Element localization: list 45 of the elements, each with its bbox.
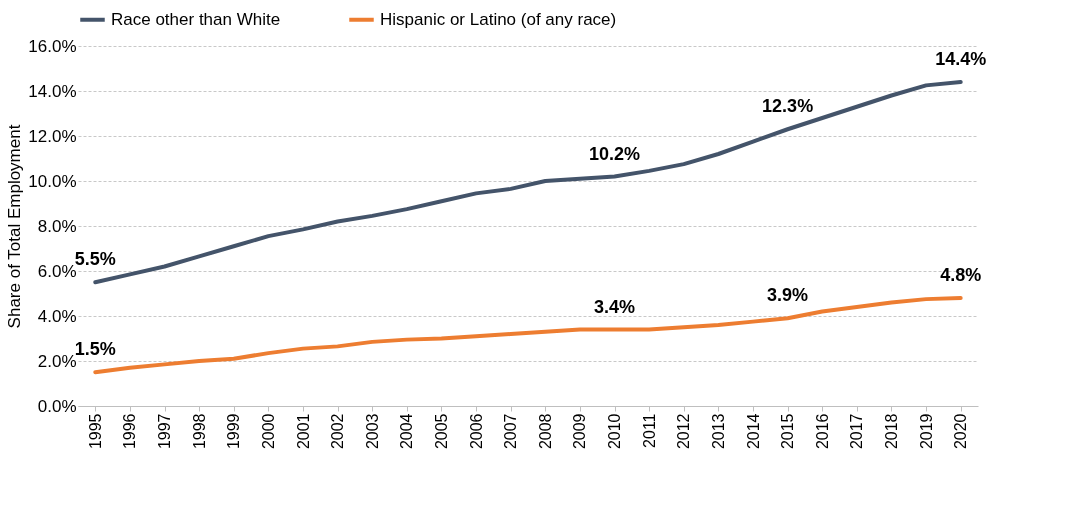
x-tick-label: 2007	[502, 413, 520, 450]
x-tick-label: 1999	[225, 413, 243, 450]
data-label: 3.4%	[594, 296, 636, 317]
data-label: 3.9%	[767, 285, 809, 306]
y-tick-label: 0.0%	[37, 396, 77, 416]
x-tick-label: 2011	[640, 413, 658, 448]
x-tick-label: 2010	[606, 413, 624, 450]
x-tick-label: 2008	[536, 413, 554, 450]
data-label: 1.5%	[74, 339, 116, 360]
x-tick-label: 1996	[121, 413, 139, 450]
x-tick-label: 2017	[848, 413, 866, 450]
x-tick-label: 1995	[86, 413, 104, 450]
x-tick-label: 1998	[190, 413, 208, 450]
x-tick-label: 2009	[571, 413, 589, 450]
data-label: 12.3%	[762, 96, 814, 117]
x-tick-label: 2014	[744, 413, 762, 450]
y-tick-label: 14.0%	[28, 81, 77, 101]
x-tick-label: 2019	[917, 413, 935, 450]
x-tick-label: 1997	[156, 413, 174, 450]
data-label: 14.4%	[935, 49, 987, 69]
x-tick-label: 2003	[363, 413, 381, 450]
x-tick-label: 2005	[432, 413, 450, 450]
data-label: 10.2%	[589, 143, 641, 164]
y-tick-label: 2.0%	[37, 351, 77, 371]
x-tick-label: 2020	[952, 413, 970, 450]
y-tick-label: 16.0%	[28, 36, 77, 56]
x-tick-label: 2016	[813, 413, 831, 450]
y-axis-title: Share of Total Employment	[5, 124, 25, 329]
x-tick-label: 2015	[779, 413, 797, 450]
x-tick-label: 2012	[675, 413, 693, 450]
x-tick-label: 2001	[294, 413, 312, 450]
x-tick-label: 2000	[259, 413, 277, 450]
x-tick-label: 2013	[709, 413, 727, 450]
data-label: 5.5%	[74, 249, 116, 270]
y-tick-label: 12.0%	[28, 126, 77, 146]
y-tick-label: 4.0%	[37, 306, 77, 326]
y-tick-label: 10.0%	[28, 171, 77, 191]
x-tick-label: 2018	[882, 413, 900, 450]
x-tick-label: 2006	[467, 413, 485, 450]
legend-label: Hispanic or Latino (of any race)	[380, 9, 617, 29]
y-tick-label: 8.0%	[37, 216, 77, 236]
data-label: 4.8%	[940, 265, 982, 285]
legend-label: Race other than White	[111, 9, 281, 29]
x-tick-label: 2002	[329, 413, 347, 450]
x-tick-label: 2004	[398, 413, 416, 450]
